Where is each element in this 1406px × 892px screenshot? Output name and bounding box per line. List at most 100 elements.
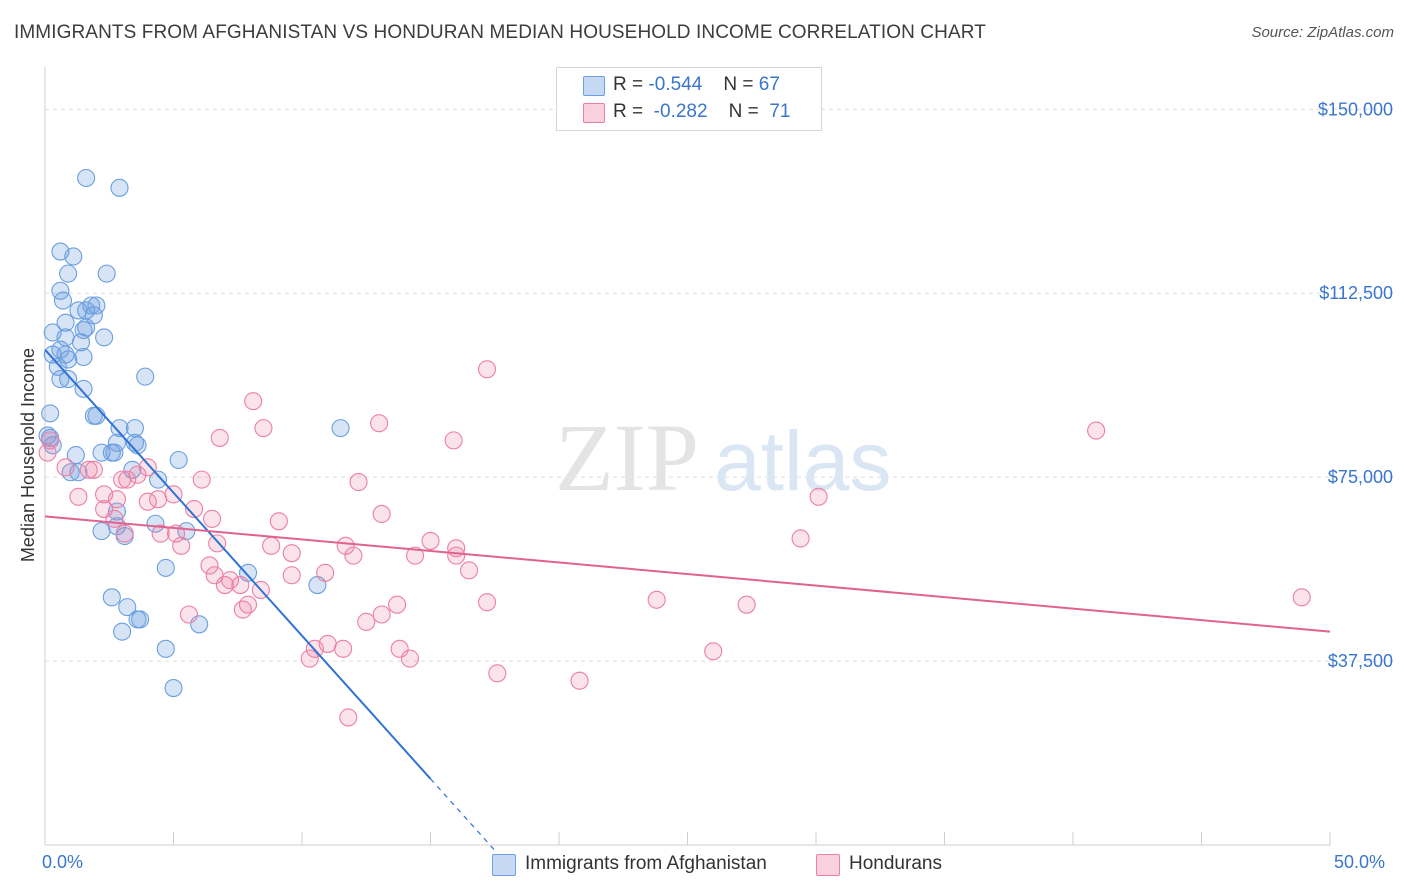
honduran-point <box>151 524 170 543</box>
afghanistan-trend-line <box>44 348 432 780</box>
honduran-point <box>200 556 219 575</box>
afghanistan-swatch <box>583 76 605 96</box>
hondurans-swatch <box>583 103 605 123</box>
honduran-point <box>316 563 335 582</box>
honduran-point <box>357 612 376 631</box>
afghanistan-point <box>136 367 155 386</box>
afghanistan-point <box>164 679 183 698</box>
honduran-point <box>172 536 191 555</box>
honduran-point <box>210 428 229 447</box>
honduran-point <box>115 524 134 543</box>
afghanistan-point <box>156 639 175 658</box>
honduran-point <box>220 571 240 590</box>
afghanistan-point <box>146 514 165 533</box>
afghanistan-point <box>51 370 70 389</box>
trend-lines <box>44 348 1331 851</box>
afghanistan-point <box>56 313 75 332</box>
hondurans-legend-label: Hondurans <box>849 853 942 874</box>
afghanistan-point <box>92 443 111 462</box>
honduran-point <box>185 499 204 519</box>
watermark-atlas: atlas <box>714 414 891 508</box>
afghanistan-point <box>331 419 350 438</box>
honduran-point <box>244 392 263 411</box>
afghanistan-point <box>59 264 78 283</box>
afghanistan-legend-label: Immigrants from Afghanistan <box>525 853 767 874</box>
honduran-point <box>254 419 273 438</box>
afghanistan-point <box>105 443 124 462</box>
afghanistan-point <box>77 168 96 188</box>
y-tick-label: $150,000 <box>1318 99 1393 119</box>
afghanistan-point <box>169 450 188 470</box>
r-label: R = <box>613 74 644 95</box>
source-note: Source: ZipAtlas.com <box>1251 24 1394 41</box>
afghanistan-point <box>74 379 93 398</box>
data-points <box>38 168 1311 727</box>
afghanistan-legend-swatch <box>492 854 516 876</box>
honduran-point <box>447 546 466 565</box>
y-axis-label: Median Household Income <box>18 348 38 562</box>
honduran-point <box>704 642 723 661</box>
honduran-point <box>459 561 479 580</box>
stats-legend: R = -0.544 N = 67 R = -0.282 N = 71 <box>556 67 822 131</box>
honduran-point <box>118 470 137 489</box>
honduran-point <box>809 487 828 506</box>
afghanistan-point <box>92 522 111 541</box>
honduran-point <box>38 443 57 462</box>
honduran-point <box>406 546 425 565</box>
y-tick-label: $75,000 <box>1328 467 1393 487</box>
series-legend: Immigrants from Afghanistan Hondurans <box>0 852 1406 878</box>
afghanistan-point <box>131 610 150 629</box>
honduran-point <box>737 595 756 614</box>
honduran-point <box>269 512 288 531</box>
afghanistan-point <box>59 370 78 389</box>
honduran-point <box>69 487 88 506</box>
afghanistan-point <box>125 433 144 452</box>
n-label: N = <box>723 74 754 95</box>
honduran-point <box>334 639 353 658</box>
honduran-point <box>192 470 211 489</box>
honduran-point <box>238 595 258 614</box>
honduran-point <box>79 460 98 479</box>
afghanistan-point <box>41 404 60 423</box>
honduran-point <box>208 534 227 553</box>
honduran-point <box>488 664 507 683</box>
honduran-point <box>370 414 389 433</box>
honduran-point <box>570 671 589 690</box>
afghanistan-point <box>53 291 73 310</box>
afghanistan-point <box>110 419 129 438</box>
honduran-point <box>215 576 234 595</box>
afghanistan-point <box>110 178 129 197</box>
honduran-point <box>444 431 463 450</box>
afghanistan-r-value: -0.544 <box>648 74 703 95</box>
afghanistan-point <box>156 558 175 577</box>
honduran-point <box>477 360 497 379</box>
honduran-point <box>300 649 319 668</box>
afghanistan-point <box>64 247 83 266</box>
x-tick-label-min: 0.0% <box>42 852 84 872</box>
honduran-point <box>179 605 198 624</box>
zipatlas-watermark: ZIP atlas <box>555 404 891 511</box>
honduran-point <box>336 536 355 555</box>
honduran-point <box>372 605 391 624</box>
axes <box>44 67 1331 846</box>
honduran-point <box>388 595 407 614</box>
honduran-point <box>138 458 157 477</box>
afghanistan-point <box>149 470 168 489</box>
afghanistan-point <box>84 406 103 425</box>
y-tick-label: $37,500 <box>1328 651 1393 671</box>
afghanistan-point <box>102 588 121 607</box>
afghanistan-point <box>118 598 137 617</box>
honduran-point <box>339 708 358 727</box>
afghanistan-point <box>113 622 132 641</box>
honduran-point <box>282 566 301 585</box>
honduran-point <box>231 576 250 595</box>
honduran-point <box>282 544 301 563</box>
honduran-point <box>791 529 810 548</box>
honduran-point <box>344 546 363 565</box>
honduran-point <box>477 593 497 612</box>
afghanistan-point <box>95 328 114 347</box>
hondurans-r-value: -0.282 <box>653 101 708 122</box>
x-tick-label-max: 50.0% <box>1334 852 1386 872</box>
afghanistan-point <box>71 333 91 352</box>
